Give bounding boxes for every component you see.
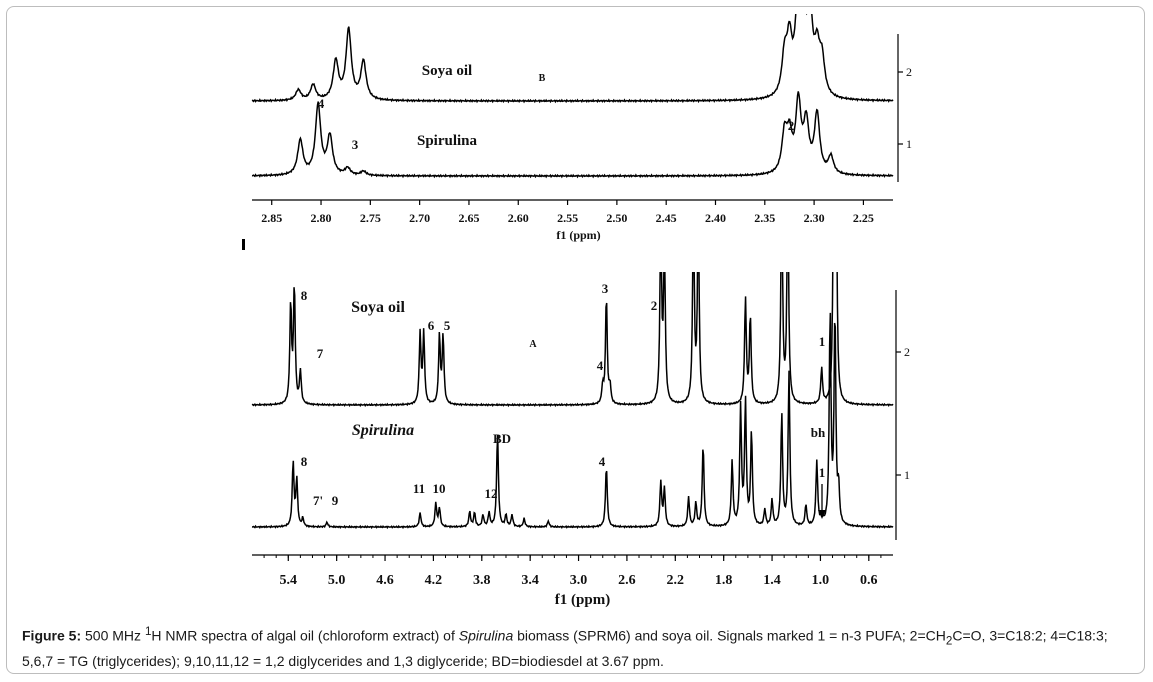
x-tick-label: 3.0 — [570, 573, 588, 588]
figure-caption: Figure 5: 500 MHz 1H NMR spectra of alga… — [22, 622, 1132, 671]
caption-sub: 2 — [945, 634, 953, 648]
peak-annotation: 2 — [651, 298, 658, 313]
nmr-figure: 2.85 2.80 2.75 2.70 2.65 2.60 2.55 2.50 2.45 2.40… — [242, 14, 912, 608]
caption-text-2: H NMR spectra of algal oil (chloroform e… — [151, 627, 459, 644]
x-tick-label: 2.70 — [409, 211, 430, 225]
peak-annotation: 8 — [301, 454, 308, 469]
x-tick-label: 2.60 — [508, 211, 529, 225]
x-tick-label: 2.80 — [311, 211, 332, 225]
caption-text-4: C=O, 3=C18:2; 4=C18:3; 5,6,7 = TG (trigl… — [22, 627, 1108, 670]
y-tick-label: 1 — [904, 468, 910, 482]
peak-annotation: 1 — [819, 465, 826, 480]
series-label: Soya oil — [351, 299, 405, 316]
peak-annotation: 12 — [485, 486, 498, 501]
x-tick-label: 1.0 — [812, 573, 830, 588]
panel-a-chart: 5.4 5.0 4.6 4.2 3.8 3.4 3.0 2.6 2.2 1.8 1.4 1.0 0.6 f… — [251, 272, 910, 608]
series-line — [251, 272, 894, 408]
x-tick-label: 3.4 — [521, 573, 539, 588]
panel-b-chart: 2.85 2.80 2.75 2.70 2.65 2.60 2.55 2.50 2.45 2.40… — [251, 14, 912, 242]
series-label: Spirulina — [352, 422, 414, 439]
x-tick-label: 2.40 — [705, 211, 726, 225]
peak-annotation: 11 — [413, 481, 425, 496]
x-tick-label: 2.75 — [360, 211, 381, 225]
x-tick-label: 3.8 — [473, 573, 491, 588]
x-tick-label: 1.8 — [715, 573, 733, 588]
x-tick-label: 0.6 — [860, 573, 878, 588]
panel-label: B — [539, 73, 546, 84]
x-tick-label: 5.0 — [328, 573, 346, 588]
x-tick-label: 2.55 — [557, 211, 578, 225]
peak-annotation: 3 — [602, 281, 609, 296]
caption-text-3: biomass (SPRM6) and soya oil. Signals ma… — [513, 627, 946, 644]
y-tick-label: 2 — [906, 65, 912, 79]
x-tick-label: 2.85 — [261, 211, 282, 225]
peak-annotation: 5 — [444, 318, 451, 333]
peak-annotation: 2 — [788, 118, 795, 133]
x-tick-label: 2.6 — [618, 573, 636, 588]
peak-annotation: 7 — [317, 346, 324, 361]
series-line — [251, 14, 894, 104]
peak-annotation: 6 — [428, 318, 435, 333]
panel-marker — [242, 239, 245, 250]
x-axis-label: f1 (ppm) — [555, 592, 610, 608]
peak-annotation: bh — [811, 425, 826, 440]
y-tick-label: 2 — [904, 345, 910, 359]
peak-arrow-head — [818, 510, 826, 519]
x-tick-label: 2.45 — [656, 211, 677, 225]
peak-annotation: 4 — [599, 454, 606, 469]
caption-text-1: 500 MHz — [81, 627, 145, 644]
x-tick-label: 2.50 — [606, 211, 627, 225]
x-tick-label: 2.35 — [754, 211, 775, 225]
x-tick-label: 2.30 — [804, 211, 825, 225]
peak-annotation: 8 — [301, 288, 308, 303]
x-tick-label: 4.2 — [425, 573, 443, 588]
x-tick-label: 2.65 — [458, 211, 479, 225]
x-tick-label: 1.4 — [763, 573, 781, 588]
x-axis-label: f1 (ppm) — [556, 228, 600, 242]
peak-annotation: 4 — [597, 358, 604, 373]
x-tick-label: 2.2 — [667, 573, 685, 588]
series-label: Soya oil — [422, 63, 472, 79]
peak-annotation: 7' — [313, 493, 323, 508]
x-tick-label: 4.6 — [376, 573, 394, 588]
peak-annotation: 4 — [318, 96, 325, 111]
peak-annotation: 10 — [433, 481, 446, 496]
peak-annotation: BD — [493, 431, 511, 446]
caption-sup: 1 — [144, 625, 152, 638]
series-line — [251, 312, 894, 530]
y-tick-label: 1 — [906, 137, 912, 151]
x-tick-label: 5.4 — [280, 573, 298, 588]
peak-annotation: 1 — [819, 334, 826, 349]
peak-annotation: 3 — [352, 137, 359, 152]
caption-species: Spirulina — [458, 627, 514, 644]
caption-label: Figure 5: — [22, 627, 82, 644]
x-tick-label: 2.25 — [853, 211, 874, 225]
figure-frame — [6, 6, 1145, 674]
peak-annotation: 9 — [332, 493, 339, 508]
panel-label: A — [529, 339, 537, 350]
series-label: Spirulina — [417, 133, 478, 149]
series-line — [251, 91, 894, 179]
